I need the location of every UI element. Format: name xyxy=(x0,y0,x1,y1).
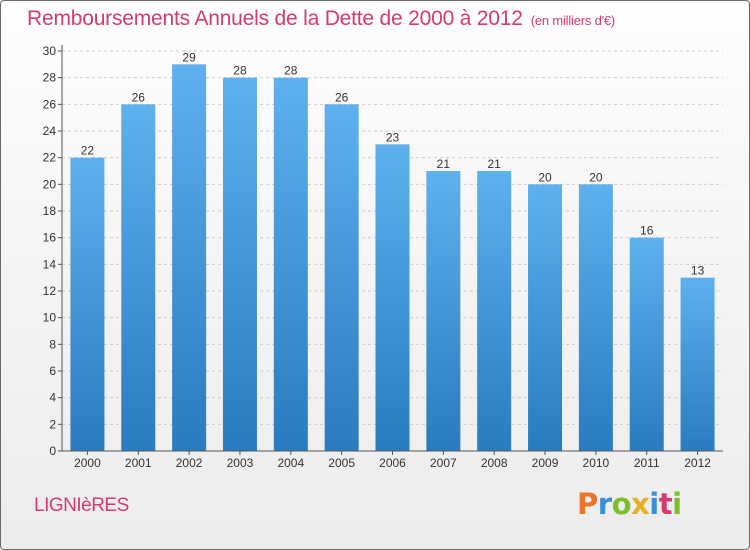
bar-2011 xyxy=(629,237,664,451)
logo-letter: o xyxy=(611,487,632,521)
y-tick-label: 10 xyxy=(43,311,57,325)
proxiti-logo: Proxiti xyxy=(577,487,682,521)
data-label-2008: 21 xyxy=(488,157,502,171)
y-tick-label: 8 xyxy=(49,337,56,351)
bars xyxy=(70,64,715,452)
y-tick-label: 2 xyxy=(49,417,56,431)
y-tick-label: 22 xyxy=(43,151,57,165)
logo-letter: t xyxy=(658,487,673,521)
data-label-2009: 20 xyxy=(538,170,552,184)
logo-letter: i xyxy=(672,487,682,521)
x-tick-label: 2006 xyxy=(379,456,406,470)
data-label-2006: 23 xyxy=(386,130,400,144)
bar-2008 xyxy=(477,171,512,451)
bar-2009 xyxy=(528,184,563,452)
data-label-2005: 26 xyxy=(335,90,349,104)
x-tick-label: 2005 xyxy=(328,456,355,470)
data-label-2007: 21 xyxy=(437,157,451,171)
data-label-2004: 28 xyxy=(284,64,298,78)
x-tick-label: 2004 xyxy=(277,456,304,470)
bar-2006 xyxy=(375,144,410,452)
bar-2005 xyxy=(324,104,359,451)
title-text: Remboursements Annuels de la Dette de 20… xyxy=(27,7,523,30)
data-labels: 22 26 29 28 28 26 23 21 21 20 20 16 13 xyxy=(81,50,705,277)
x-tick-label: 2007 xyxy=(430,456,457,470)
data-label-2011: 16 xyxy=(640,224,654,238)
y-tick-label: 14 xyxy=(43,257,57,271)
x-tick-label: 2012 xyxy=(684,456,711,470)
y-tick-label: 0 xyxy=(49,444,56,458)
bar-2002 xyxy=(172,64,207,452)
y-tick-label: 4 xyxy=(49,391,56,405)
y-tick-label: 30 xyxy=(43,44,57,58)
data-label-2000: 22 xyxy=(81,144,95,158)
bar-2004 xyxy=(273,77,308,452)
logo-letter: x xyxy=(631,487,650,521)
x-tick-label: 2003 xyxy=(227,456,254,470)
x-tick-label: 2000 xyxy=(74,456,101,470)
bar-2012 xyxy=(680,277,715,451)
x-tick-label: 2001 xyxy=(125,456,152,470)
x-tick-label: 2011 xyxy=(634,456,660,470)
x-tick-label: 2002 xyxy=(176,456,203,470)
logo-letter: P xyxy=(577,487,598,521)
data-label-2003: 28 xyxy=(233,64,247,78)
x-tick-label: 2008 xyxy=(481,456,508,470)
data-label-2002: 29 xyxy=(182,50,196,64)
data-label-2012: 13 xyxy=(691,264,705,278)
bar-2001 xyxy=(121,104,156,451)
place-name: LIGNIèRES xyxy=(34,495,129,516)
chart-title: Remboursements Annuels de la Dette de 20… xyxy=(27,7,615,31)
y-tick-label: 6 xyxy=(49,364,56,378)
data-label-2001: 26 xyxy=(132,90,146,104)
logo-letter: r xyxy=(597,487,612,521)
bar-2007 xyxy=(426,171,461,451)
y-tick-label: 24 xyxy=(43,124,57,138)
y-tick-label: 26 xyxy=(43,97,57,111)
x-tick-label: 2010 xyxy=(583,456,610,470)
x-tick-label: 2009 xyxy=(532,456,559,470)
data-label-2010: 20 xyxy=(589,170,603,184)
bar-2000 xyxy=(70,157,105,451)
bar-2003 xyxy=(222,77,257,452)
y-tick-label: 20 xyxy=(43,177,57,191)
y-tick-label: 12 xyxy=(43,284,57,298)
unit-label: (en milliers d'€) xyxy=(530,13,616,28)
y-tick-label: 18 xyxy=(43,204,57,218)
y-tick-label: 16 xyxy=(43,231,57,245)
y-tick-label: 28 xyxy=(43,71,57,85)
bar-2010 xyxy=(578,184,613,452)
logo-letter: i xyxy=(649,487,659,521)
